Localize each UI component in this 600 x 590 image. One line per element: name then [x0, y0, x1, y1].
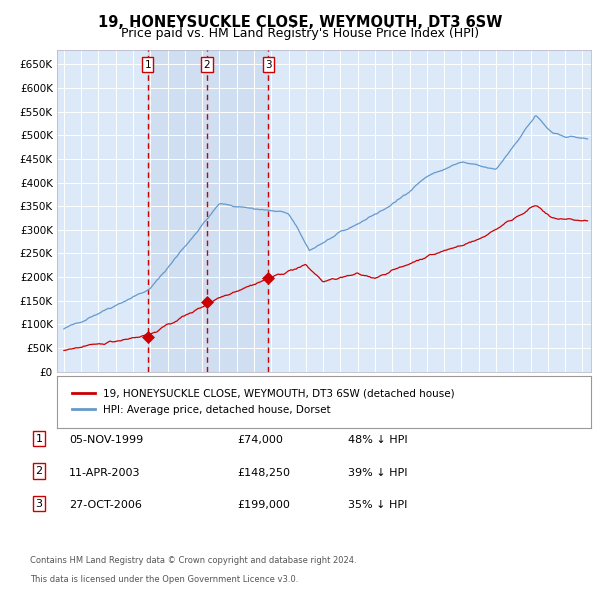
Text: 2: 2: [35, 466, 43, 476]
Text: 19, HONEYSUCKLE CLOSE, WEYMOUTH, DT3 6SW: 19, HONEYSUCKLE CLOSE, WEYMOUTH, DT3 6SW: [98, 15, 502, 30]
Text: Contains HM Land Registry data © Crown copyright and database right 2024.: Contains HM Land Registry data © Crown c…: [30, 556, 356, 565]
Text: This data is licensed under the Open Government Licence v3.0.: This data is licensed under the Open Gov…: [30, 575, 298, 584]
Text: Price paid vs. HM Land Registry's House Price Index (HPI): Price paid vs. HM Land Registry's House …: [121, 27, 479, 40]
Text: 3: 3: [265, 60, 271, 70]
Text: 11-APR-2003: 11-APR-2003: [69, 468, 140, 478]
Text: 1: 1: [145, 60, 151, 70]
Text: £199,000: £199,000: [237, 500, 290, 510]
Text: 3: 3: [35, 499, 43, 509]
Text: 2: 2: [203, 60, 210, 70]
Text: £148,250: £148,250: [237, 468, 290, 478]
Text: £74,000: £74,000: [237, 435, 283, 445]
Text: 05-NOV-1999: 05-NOV-1999: [69, 435, 143, 445]
Text: 1: 1: [35, 434, 43, 444]
Legend: 19, HONEYSUCKLE CLOSE, WEYMOUTH, DT3 6SW (detached house), HPI: Average price, d: 19, HONEYSUCKLE CLOSE, WEYMOUTH, DT3 6SW…: [68, 385, 459, 419]
Text: 48% ↓ HPI: 48% ↓ HPI: [348, 435, 407, 445]
Text: 35% ↓ HPI: 35% ↓ HPI: [348, 500, 407, 510]
Text: 39% ↓ HPI: 39% ↓ HPI: [348, 468, 407, 478]
Text: 27-OCT-2006: 27-OCT-2006: [69, 500, 142, 510]
Bar: [148, 50, 268, 372]
